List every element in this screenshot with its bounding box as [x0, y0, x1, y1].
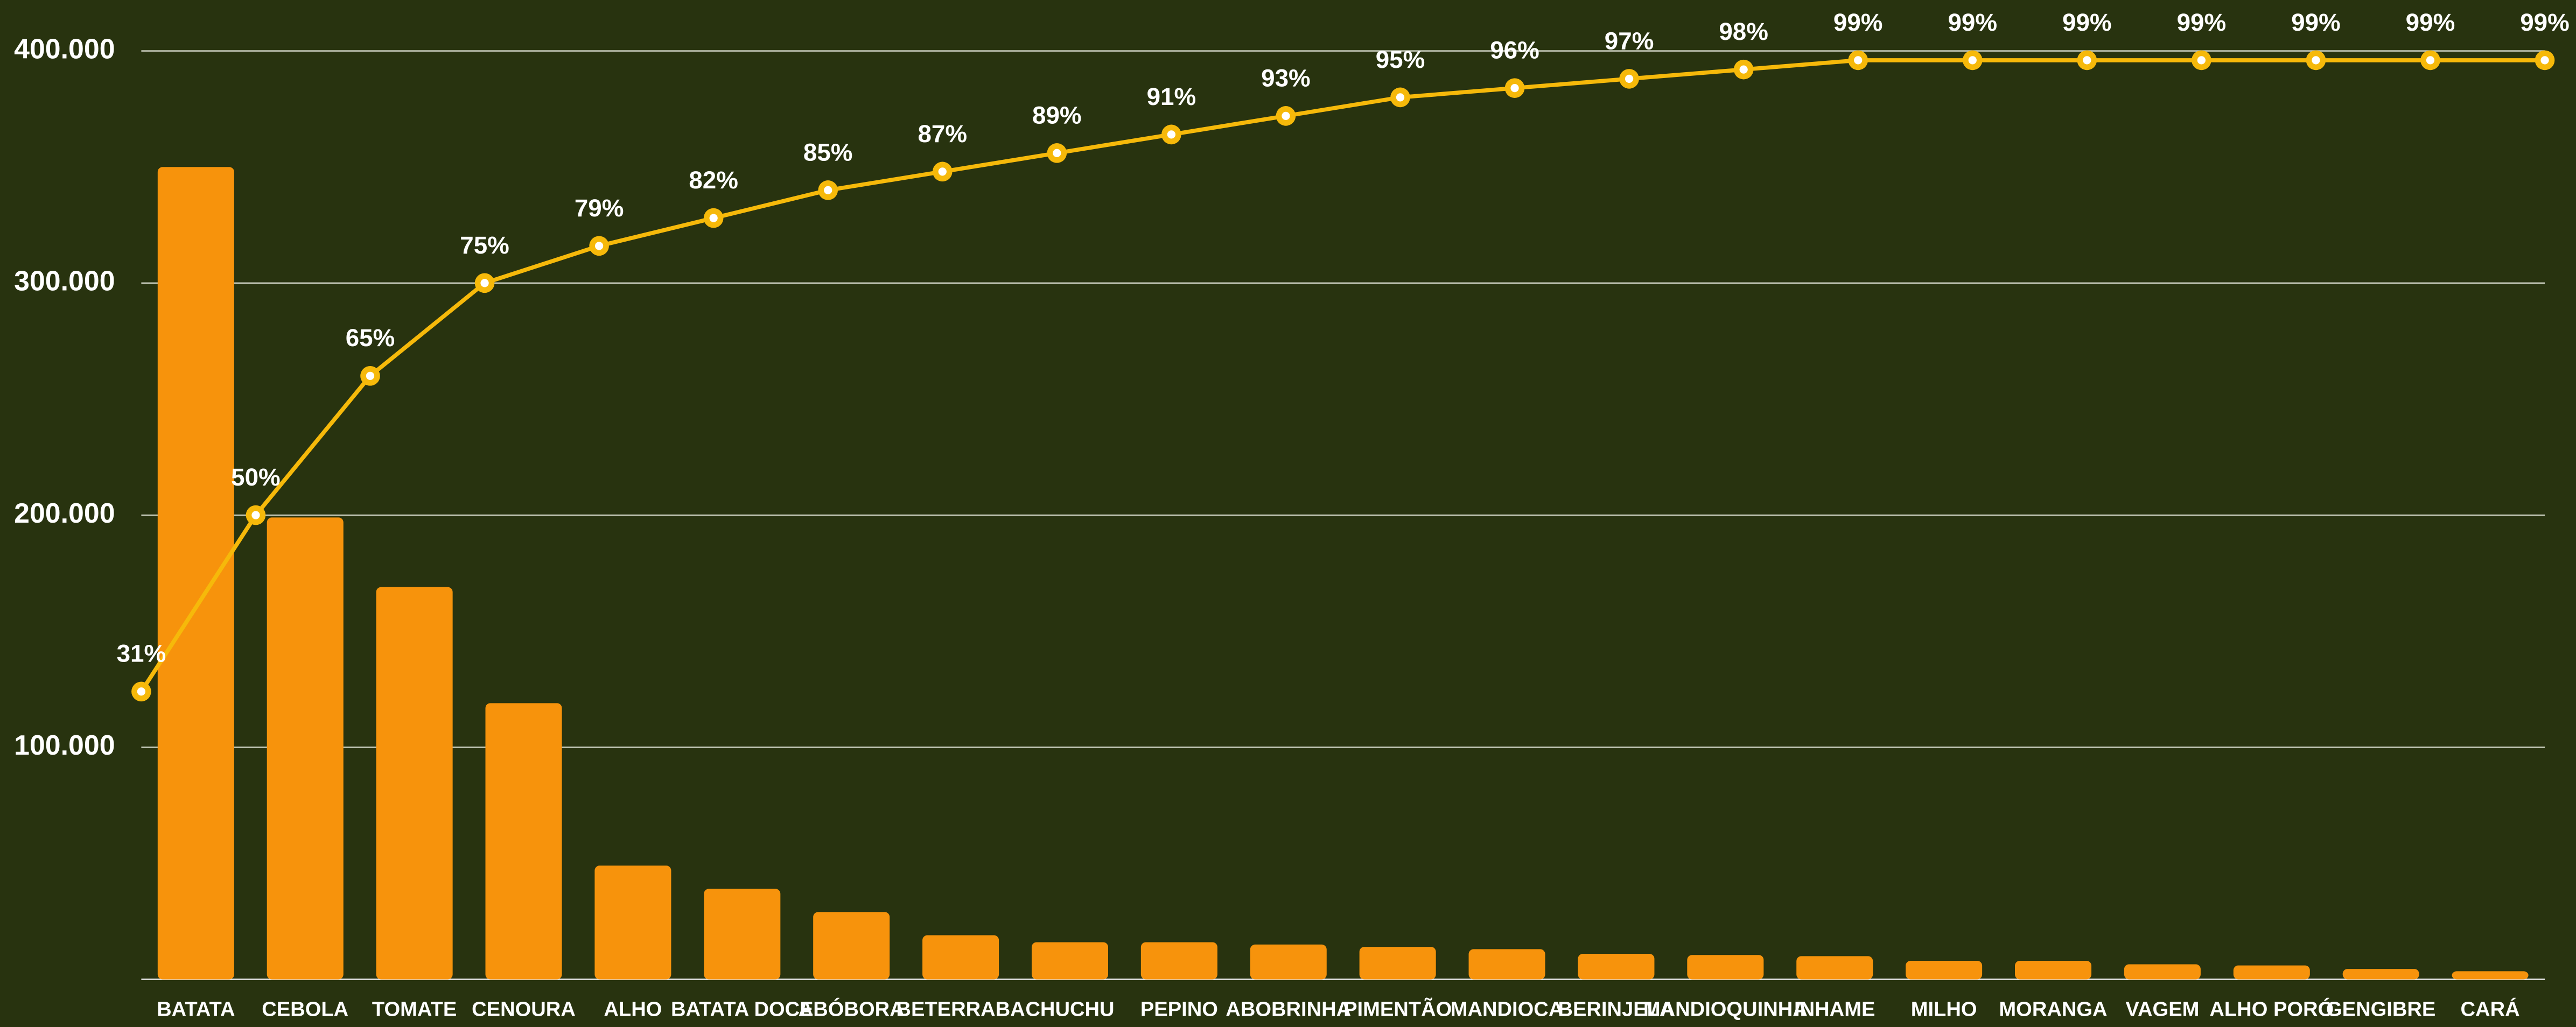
line-marker-center	[1740, 66, 1748, 74]
line-marker-center	[2426, 56, 2434, 64]
data-label: 75%	[460, 231, 509, 259]
line-marker-center	[2312, 56, 2320, 64]
line-marker-center	[1969, 56, 1977, 64]
x-tick-label: VAGEM	[2125, 998, 2199, 1021]
x-tick-label: MANDIOCA	[1451, 998, 1564, 1021]
bar	[813, 912, 890, 979]
line-marker-center	[2540, 56, 2549, 64]
bar	[1906, 961, 1982, 979]
bar	[1032, 942, 1108, 979]
data-label: 99%	[2406, 9, 2455, 36]
x-tick-label: PIMENTÃO	[1343, 997, 1452, 1021]
x-tick-label: MANDIOQUINHA	[1643, 998, 1808, 1021]
data-label: 89%	[1032, 101, 1082, 129]
data-label: 99%	[1833, 9, 1883, 36]
data-label: 97%	[1605, 27, 1654, 54]
bar	[2124, 964, 2201, 979]
data-label: 85%	[803, 138, 853, 166]
x-tick-label: GENGIBRE	[2326, 998, 2435, 1021]
data-label: 95%	[1376, 46, 1425, 73]
line-marker-center	[1510, 84, 1518, 92]
line-marker-center	[480, 279, 488, 287]
line-marker-center	[939, 167, 947, 175]
page: {"chart_data": { "type": "bar", "categor…	[0, 0, 2576, 1027]
bar	[267, 517, 344, 979]
bar	[704, 889, 780, 979]
bar	[1578, 954, 1654, 979]
line-marker-center	[2197, 56, 2206, 64]
x-tick-label: TOMATE	[372, 998, 457, 1021]
x-tick-label: CHUCHU	[1025, 998, 1114, 1021]
x-tick-label: CENOURA	[472, 998, 576, 1021]
data-label: 99%	[2291, 9, 2341, 36]
x-tick-label: ALHO PORÓ	[2209, 997, 2334, 1021]
bar	[486, 703, 562, 979]
bar	[1141, 942, 1217, 979]
data-label: 87%	[918, 120, 967, 147]
y-tick-label: 200.000	[14, 497, 115, 529]
bar	[2452, 971, 2529, 979]
bar	[594, 866, 671, 979]
data-label: 50%	[231, 463, 281, 491]
x-tick-label: ABÓBORA	[799, 997, 905, 1021]
data-label: 79%	[575, 194, 624, 222]
x-tick-label: BATATA DOCE	[671, 998, 814, 1021]
line-marker-center	[710, 214, 718, 222]
bar	[158, 167, 234, 979]
line-marker-center	[824, 186, 832, 194]
line-marker-center	[137, 687, 145, 695]
x-tick-label: MILHO	[1911, 998, 1977, 1021]
line-marker-center	[1625, 75, 1633, 83]
y-tick-label: 300.000	[14, 265, 115, 297]
x-tick-label: INHAME	[1794, 998, 1875, 1021]
bar	[2234, 966, 2310, 980]
line-marker-center	[1053, 149, 1061, 157]
line-marker-center	[1396, 93, 1404, 101]
line-marker-center	[1167, 130, 1175, 138]
data-label: 65%	[346, 324, 395, 351]
x-tick-label: MORANGA	[1999, 998, 2107, 1021]
bar	[922, 935, 999, 980]
data-label: 91%	[1147, 83, 1196, 110]
bar	[1250, 945, 1327, 980]
line-marker-center	[2083, 56, 2091, 64]
line-marker-center	[251, 511, 260, 519]
bar	[376, 587, 453, 980]
line-marker-center	[595, 242, 603, 250]
x-tick-label: CEBOLA	[262, 998, 348, 1021]
x-tick-label: PEPINO	[1140, 998, 1218, 1021]
data-label: 99%	[1948, 9, 1997, 36]
line-marker-center	[366, 372, 374, 380]
data-label: 99%	[2177, 9, 2227, 36]
bar	[1469, 949, 1545, 979]
x-tick-label: ABOBRINHA	[1226, 998, 1351, 1021]
bar	[1360, 947, 1436, 979]
data-label: 99%	[2062, 9, 2112, 36]
data-label: 31%	[117, 640, 166, 667]
x-tick-label: CARÁ	[2461, 997, 2520, 1021]
bar	[1796, 956, 1873, 979]
chart: 100.000 200.000 300.000 400.000 BATATA CEBOLA…	[0, 0, 2576, 1027]
data-label: 96%	[1490, 37, 1539, 64]
x-tick-label: ALHO	[604, 998, 662, 1021]
data-label: 93%	[1261, 64, 1311, 92]
y-tick-label: 100.000	[14, 729, 115, 761]
data-label: 82%	[689, 166, 738, 194]
x-tick-label: BATATA	[157, 998, 235, 1021]
y-tick-label: 400.000	[14, 33, 115, 64]
line-marker-center	[1854, 56, 1862, 64]
data-label: 98%	[1719, 18, 1768, 45]
x-tick-label: BETERRABA	[896, 998, 1025, 1021]
bar	[2015, 961, 2091, 979]
bar	[1687, 955, 1763, 979]
data-label: 99%	[2520, 9, 2570, 36]
bar	[2343, 969, 2419, 979]
line-marker-center	[1282, 112, 1290, 120]
